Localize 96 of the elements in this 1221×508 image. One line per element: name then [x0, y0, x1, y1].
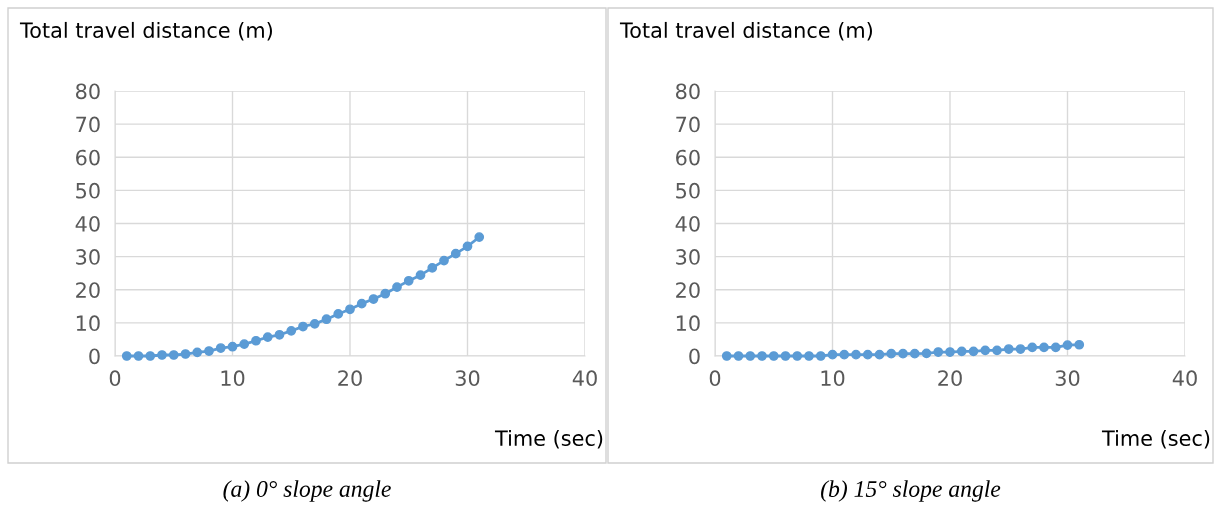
y-tick-label: 30: [76, 249, 100, 265]
point: [192, 347, 203, 358]
point: [204, 346, 214, 356]
point: [133, 351, 144, 361]
point: [427, 263, 438, 273]
y-tick-label: 0: [89, 348, 100, 365]
point: [251, 335, 261, 346]
point: [968, 346, 979, 357]
y-tick-label: 60: [676, 149, 700, 166]
point: [333, 309, 344, 319]
y-tick-label: 50: [76, 182, 100, 199]
point: [933, 347, 944, 357]
point: [945, 347, 955, 357]
point: [345, 304, 355, 315]
y-tick-label: 80: [76, 83, 100, 100]
point: [227, 341, 238, 352]
point: [145, 351, 156, 361]
point: [839, 349, 850, 360]
point: [356, 298, 367, 309]
point: [403, 275, 414, 286]
y-tick-label: 40: [675, 215, 700, 232]
point: [792, 351, 803, 361]
y-tick-label: 70: [76, 116, 100, 133]
point: [368, 294, 379, 304]
x-tick-label: 10: [221, 370, 245, 387]
point: [815, 351, 826, 361]
text: (a) 0° slope angle: [223, 480, 391, 502]
point: [721, 351, 732, 361]
point: [474, 232, 485, 242]
y-tick-label: 70: [676, 116, 700, 133]
point: [733, 351, 744, 361]
y-tick-label: 50: [676, 182, 700, 199]
point: [898, 348, 908, 359]
point: [780, 351, 791, 361]
point: [921, 348, 932, 359]
point: [286, 325, 297, 336]
point: [309, 319, 320, 329]
y-tick-label: 40: [75, 215, 100, 232]
x-tick-label: 30: [455, 370, 480, 387]
point: [462, 241, 473, 252]
point: [298, 321, 308, 332]
x-tick-label: 10: [821, 370, 845, 387]
point: [1074, 339, 1085, 350]
point: [956, 346, 967, 357]
point: [168, 350, 179, 360]
point: [380, 288, 391, 299]
point: [862, 349, 873, 360]
point: [1050, 342, 1061, 353]
point: [851, 349, 861, 360]
point: [392, 282, 402, 292]
point: [768, 351, 779, 361]
y-tick-label: 10: [76, 315, 100, 332]
point: [804, 351, 814, 361]
point: [745, 351, 756, 361]
point: [450, 248, 461, 259]
x-tick-label: 20: [938, 370, 962, 387]
point: [274, 329, 285, 340]
point: [1039, 342, 1049, 353]
y-tick-label: 10: [676, 315, 700, 332]
y-tick-label: 60: [76, 149, 100, 166]
point: [886, 348, 897, 359]
point: [909, 348, 920, 359]
point: [1015, 344, 1026, 354]
point: [439, 255, 449, 266]
point: [874, 349, 885, 360]
y-axis-title: Total travel distance (m): [619, 21, 872, 41]
point: [180, 349, 191, 359]
point: [992, 345, 1002, 356]
text: (b) 15° slope angle: [821, 480, 1001, 502]
x-tick-label: 40: [572, 370, 597, 387]
y-tick-label: 30: [676, 249, 700, 265]
point: [321, 314, 332, 325]
y-tick-label: 20: [676, 282, 700, 298]
point: [262, 332, 273, 342]
point: [1062, 340, 1073, 350]
x-tick-label: 0: [709, 370, 721, 387]
x-tick-label: 40: [1172, 370, 1197, 387]
x-tick-label: 0: [109, 370, 121, 387]
point: [157, 350, 167, 360]
y-axis-title: Total travel distance (m): [19, 21, 272, 41]
point: [415, 270, 426, 281]
point: [121, 351, 132, 361]
y-tick-label: 0: [689, 348, 700, 365]
point: [1003, 344, 1014, 354]
point: [980, 345, 991, 356]
point: [215, 343, 226, 353]
x-axis-title: Time (sec): [494, 429, 603, 449]
y-tick-label: 20: [76, 282, 100, 298]
y-tick-label: 80: [676, 83, 700, 100]
point: [1027, 342, 1038, 353]
point: [827, 349, 838, 360]
x-axis-title: Time (sec): [1101, 429, 1210, 449]
x-tick-label: 30: [1055, 370, 1080, 387]
point: [239, 339, 250, 349]
point: [757, 351, 767, 361]
x-tick-label: 20: [338, 370, 362, 387]
